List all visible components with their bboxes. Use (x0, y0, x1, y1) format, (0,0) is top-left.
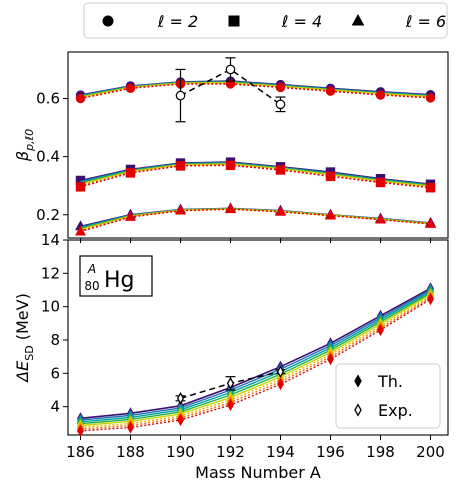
series-square-point (75, 182, 86, 192)
legend-label-theory: Th. (377, 372, 403, 391)
element-label: Hg (104, 268, 135, 293)
theory-line (80, 289, 431, 421)
theory-point (377, 323, 384, 337)
mass-number-label: A (87, 262, 96, 276)
atomic-number-label: 80 (84, 279, 99, 293)
series-square-point (375, 177, 386, 188)
y-tick-label: 12 (41, 264, 60, 282)
theory-point (127, 421, 134, 434)
series-triangle-point (425, 217, 436, 228)
series-square-point (125, 168, 136, 178)
theory-line (80, 292, 431, 425)
series-triangle-point (175, 204, 186, 215)
theory-line (80, 295, 431, 428)
legend-open-diamond-icon (354, 403, 362, 417)
legend-marker-triangle (351, 13, 365, 26)
legend-label-experiment: Exp. (378, 401, 413, 420)
nucleus-label-box (79, 255, 153, 297)
legend-filled-diamond-icon (354, 374, 362, 388)
series-square-point (325, 171, 336, 182)
series-square-line (80, 164, 431, 189)
series-triangle-point (275, 205, 286, 216)
theory-line (80, 293, 431, 427)
legend-label: ℓ = 4 (281, 12, 322, 31)
theory-line (80, 290, 431, 423)
beta-panel: 0.2 0.4 0.6 βp,ℓ0 (13, 51, 449, 243)
series-triangle-point (375, 213, 386, 224)
series-square-point (425, 183, 436, 193)
series-triangle-point (225, 203, 236, 214)
series-square-point (225, 160, 236, 171)
x-tick-label: 198 (366, 443, 395, 461)
experiment-point (276, 365, 285, 379)
theory-line (80, 287, 431, 420)
series-circle-point (375, 90, 386, 100)
theory-point (327, 353, 334, 366)
y-tick-label: 0.6 (36, 90, 60, 108)
y-tick-label: 14 (41, 231, 60, 249)
x-tick-label: 194 (266, 443, 295, 461)
series-circle-point (75, 93, 86, 104)
x-tick-label: 192 (216, 443, 245, 461)
energy-panel-frame (67, 239, 449, 436)
legend-marker-circle (102, 15, 114, 27)
y-axis-label: βp,ℓ0 (13, 129, 36, 162)
experiment-point (226, 376, 235, 390)
series-triangle-point (125, 210, 136, 221)
y-tick-label: 0.2 (36, 206, 60, 224)
y-tick-label: 10 (41, 298, 60, 316)
theory-point (227, 398, 234, 412)
theory-point (427, 293, 434, 306)
y-tick-label: 4 (50, 398, 60, 416)
x-tick-label: 186 (66, 443, 95, 461)
series-circle-point (425, 93, 436, 103)
experiment-point (225, 64, 236, 75)
x-tick-label: 188 (116, 443, 145, 461)
theory-line (80, 297, 431, 430)
series-triangle-line (80, 208, 431, 233)
series-square-point (175, 161, 186, 171)
y-tick-label: 6 (50, 364, 60, 382)
x-axis: Mass Number A (195, 463, 321, 482)
y-tick-label: 8 (50, 331, 60, 349)
inner-legend-frame (335, 363, 441, 429)
series-circle-point (125, 83, 136, 94)
series-circle-line (80, 83, 431, 100)
top-legend: ℓ = 2 ℓ = 4 ℓ = 6 (83, 2, 448, 39)
legend-frame (83, 2, 448, 39)
energy-panel: 4 6 8 10 12 14 186 188 190 192 194 196 198 200 A 80 Hg Th… (13, 231, 449, 461)
series-triangle-point (75, 225, 86, 236)
experiment-point (275, 99, 286, 110)
x-tick-label: 200 (416, 443, 445, 461)
experiment-point (175, 90, 186, 101)
series-square-point (275, 165, 286, 175)
x-axis-label: Mass Number A (195, 463, 321, 482)
x-tick-label: 190 (166, 443, 195, 461)
y-tick-label: 0.4 (36, 148, 60, 166)
y-axis-label: ΔESD (MeV) (13, 293, 36, 384)
series-circle-point (275, 82, 286, 93)
legend-label: ℓ = 2 (157, 12, 198, 31)
legend-label: ℓ = 6 (405, 12, 446, 31)
series-circle-point (325, 86, 336, 96)
experiment-point (176, 391, 185, 405)
x-tick-label: 196 (316, 443, 345, 461)
series-triangle-point (325, 209, 336, 220)
beta-panel-frame (67, 51, 449, 239)
theory-point (277, 378, 284, 391)
theory-point (177, 413, 184, 427)
legend-marker-square (228, 15, 240, 27)
theory-point (77, 424, 84, 437)
